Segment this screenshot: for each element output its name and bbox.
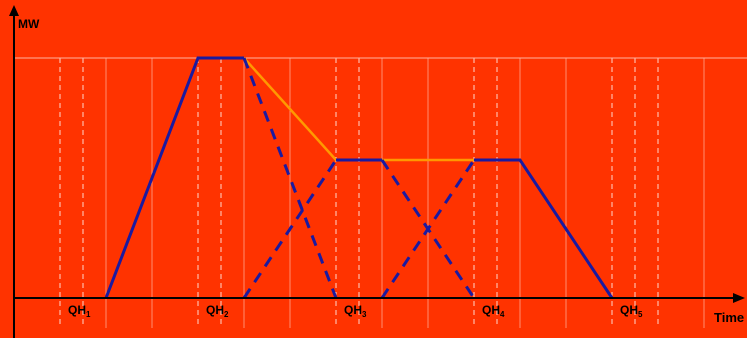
dashed-ramp-down-1 — [242, 57, 338, 299]
qh-label-2-sub: 2 — [224, 310, 229, 319]
x-axis-label: Time — [714, 310, 744, 325]
solid-block-1 — [104, 56, 244, 299]
qh-label-1-sub: 1 — [86, 310, 91, 319]
qh-label-4-sub: 4 — [500, 310, 505, 319]
y-axis-label: MW — [18, 17, 40, 31]
qh-label-2: QH2 — [206, 303, 229, 319]
qh-label-1-base: QH — [68, 303, 86, 317]
dashed-ramp-up-2 — [380, 159, 476, 299]
qh-label-4: QH4 — [482, 303, 505, 319]
qh-label-2-base: QH — [206, 303, 224, 317]
qh-label-5-base: QH — [620, 303, 638, 317]
qh-label-1: QH1 — [68, 303, 91, 319]
qh-label-3: QH3 — [344, 303, 367, 319]
solid-block-3 — [474, 158, 614, 299]
dashed-ramps — [242, 57, 476, 299]
solid-profile — [104, 56, 614, 299]
dashed-ramp-up-1 — [242, 159, 338, 299]
qh-label-3-base: QH — [344, 303, 362, 317]
y-axis-arrow — [9, 5, 19, 16]
qh-label-5-sub: 5 — [638, 310, 643, 319]
axes — [13, 12, 736, 338]
envelope-line — [243, 57, 474, 162]
qh-label-5: QH5 — [620, 303, 643, 319]
qh-label-4-base: QH — [482, 303, 500, 317]
grid-solid-lines — [105, 58, 705, 328]
grid-dashed-lines — [59, 58, 659, 328]
qh-label-3-sub: 3 — [362, 310, 367, 319]
x-axis-arrow — [733, 293, 745, 303]
